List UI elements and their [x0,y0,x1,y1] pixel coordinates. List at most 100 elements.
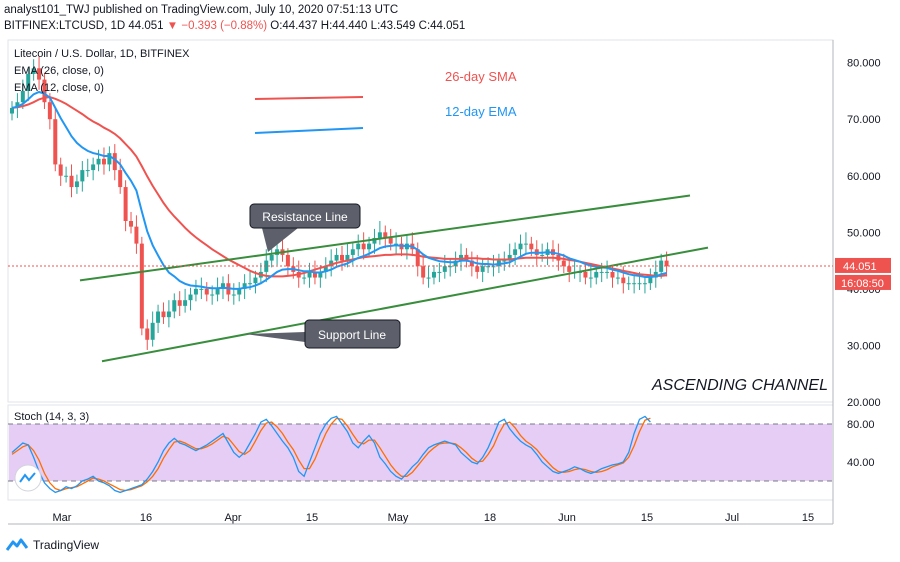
time-tick-label: Apr [224,512,241,524]
chart-title: Litecoin / U.S. Dollar, 1D, BITFINEX [14,48,190,60]
candle-body [502,260,507,262]
support-trendline [101,246,709,363]
candle-body [350,249,355,255]
price-tick-label: 30.000 [847,340,881,352]
candle-body [10,107,14,114]
candle-body [334,254,339,261]
candle-body [318,271,323,278]
candle-body [231,294,236,296]
tradingview-logo-text: TradingView [33,538,100,552]
candle-body [529,243,534,250]
candle-body [302,277,307,279]
candle-body [177,300,182,306]
candle-body [383,232,388,238]
candle-body [507,254,512,261]
candle-body [20,90,25,103]
candle-body [183,300,188,306]
candle-body [469,260,474,267]
candle-body [567,266,572,272]
candle-body [356,243,361,250]
candle-body [583,271,588,278]
candle-body [664,260,669,267]
candle-body [329,260,334,267]
candle-body [388,237,393,244]
time-tick-label: Jul [725,512,739,524]
candle-body [269,254,274,261]
candle-body [47,102,52,120]
resistance-callout-pointer [262,228,298,252]
candle-body [123,187,128,221]
candle-body [91,164,96,171]
candle-body [372,237,377,244]
candle-body [442,266,447,272]
candle-body [361,243,366,250]
candle-body [139,243,144,329]
current-price-badge [835,257,891,273]
symbol-label: BITFINEX:LTCUSD, 1D [4,20,126,32]
candle-body [145,328,150,340]
candle-body [188,294,193,301]
candle-body [134,226,139,244]
price-tick-label: 50.000 [847,227,881,239]
candle-body [518,243,523,250]
candle-body [210,294,215,296]
candle-body [96,158,101,165]
candle-body [42,79,47,103]
candle-body [150,322,155,340]
legend-ema-label: 12-day EMA [445,104,517,119]
candle-body [15,102,20,108]
candle-body [161,311,166,318]
candle-body [394,243,399,245]
candle-body [642,283,647,285]
price-chart[interactable]: 80.00070.00060.00050.00040.00030.00020.0… [0,0,900,540]
countdown-label: 16:08:50 [841,278,884,290]
candle-body [610,271,615,278]
candle-body [448,266,453,268]
time-tick-label: 15 [306,512,318,524]
candle-body [653,271,658,278]
candle-body [632,283,637,285]
candle-body [101,158,106,165]
candle-body [74,181,79,188]
candle-body [415,249,420,267]
candle-body [513,249,518,255]
candle-body [204,288,209,295]
stoch-tick-label: 80.00 [847,419,875,431]
candle-body [459,254,464,261]
chart-header: analyst101_TWJ published on TradingView.… [4,2,465,34]
candle-body [53,119,58,165]
candle-body [312,271,317,278]
ema12-line [11,90,667,290]
candle-body [523,243,528,245]
ohlc-low: L:43.549 [370,20,416,32]
candle-body [64,175,69,177]
stoch-tick-label: 40.00 [847,457,875,469]
candle-body [85,170,90,172]
candle-body [421,266,426,278]
candle-body [426,277,431,279]
support-callout-text: Support Line [318,328,386,342]
candle-body [69,175,74,188]
candle-body [107,153,112,165]
candle-body [475,266,480,272]
candle-body [26,73,31,91]
candle-body [621,277,626,284]
candle-body [340,254,344,261]
legend-sma-label: 26-day SMA [445,69,517,84]
candle-body [345,254,350,261]
indicator-label-ema26: EMA (26, close, 0) [14,65,104,77]
candle-body [58,164,63,176]
candle-body [561,260,566,267]
stoch-k-line [11,415,651,494]
candle-body [112,153,117,171]
candle-body [220,283,225,289]
stoch-label: Stoch (14, 3, 3) [14,411,89,423]
price-tick-label: 20.000 [847,397,881,409]
tradingview-badge-icon [19,472,36,483]
candle-body [156,311,161,323]
tradingview-logo[interactable]: TradingView [6,538,99,552]
candle-body [594,271,599,278]
candle-body [118,170,123,188]
time-tick-label: 18 [484,512,496,524]
price-tick-label: 80.000 [847,58,881,70]
